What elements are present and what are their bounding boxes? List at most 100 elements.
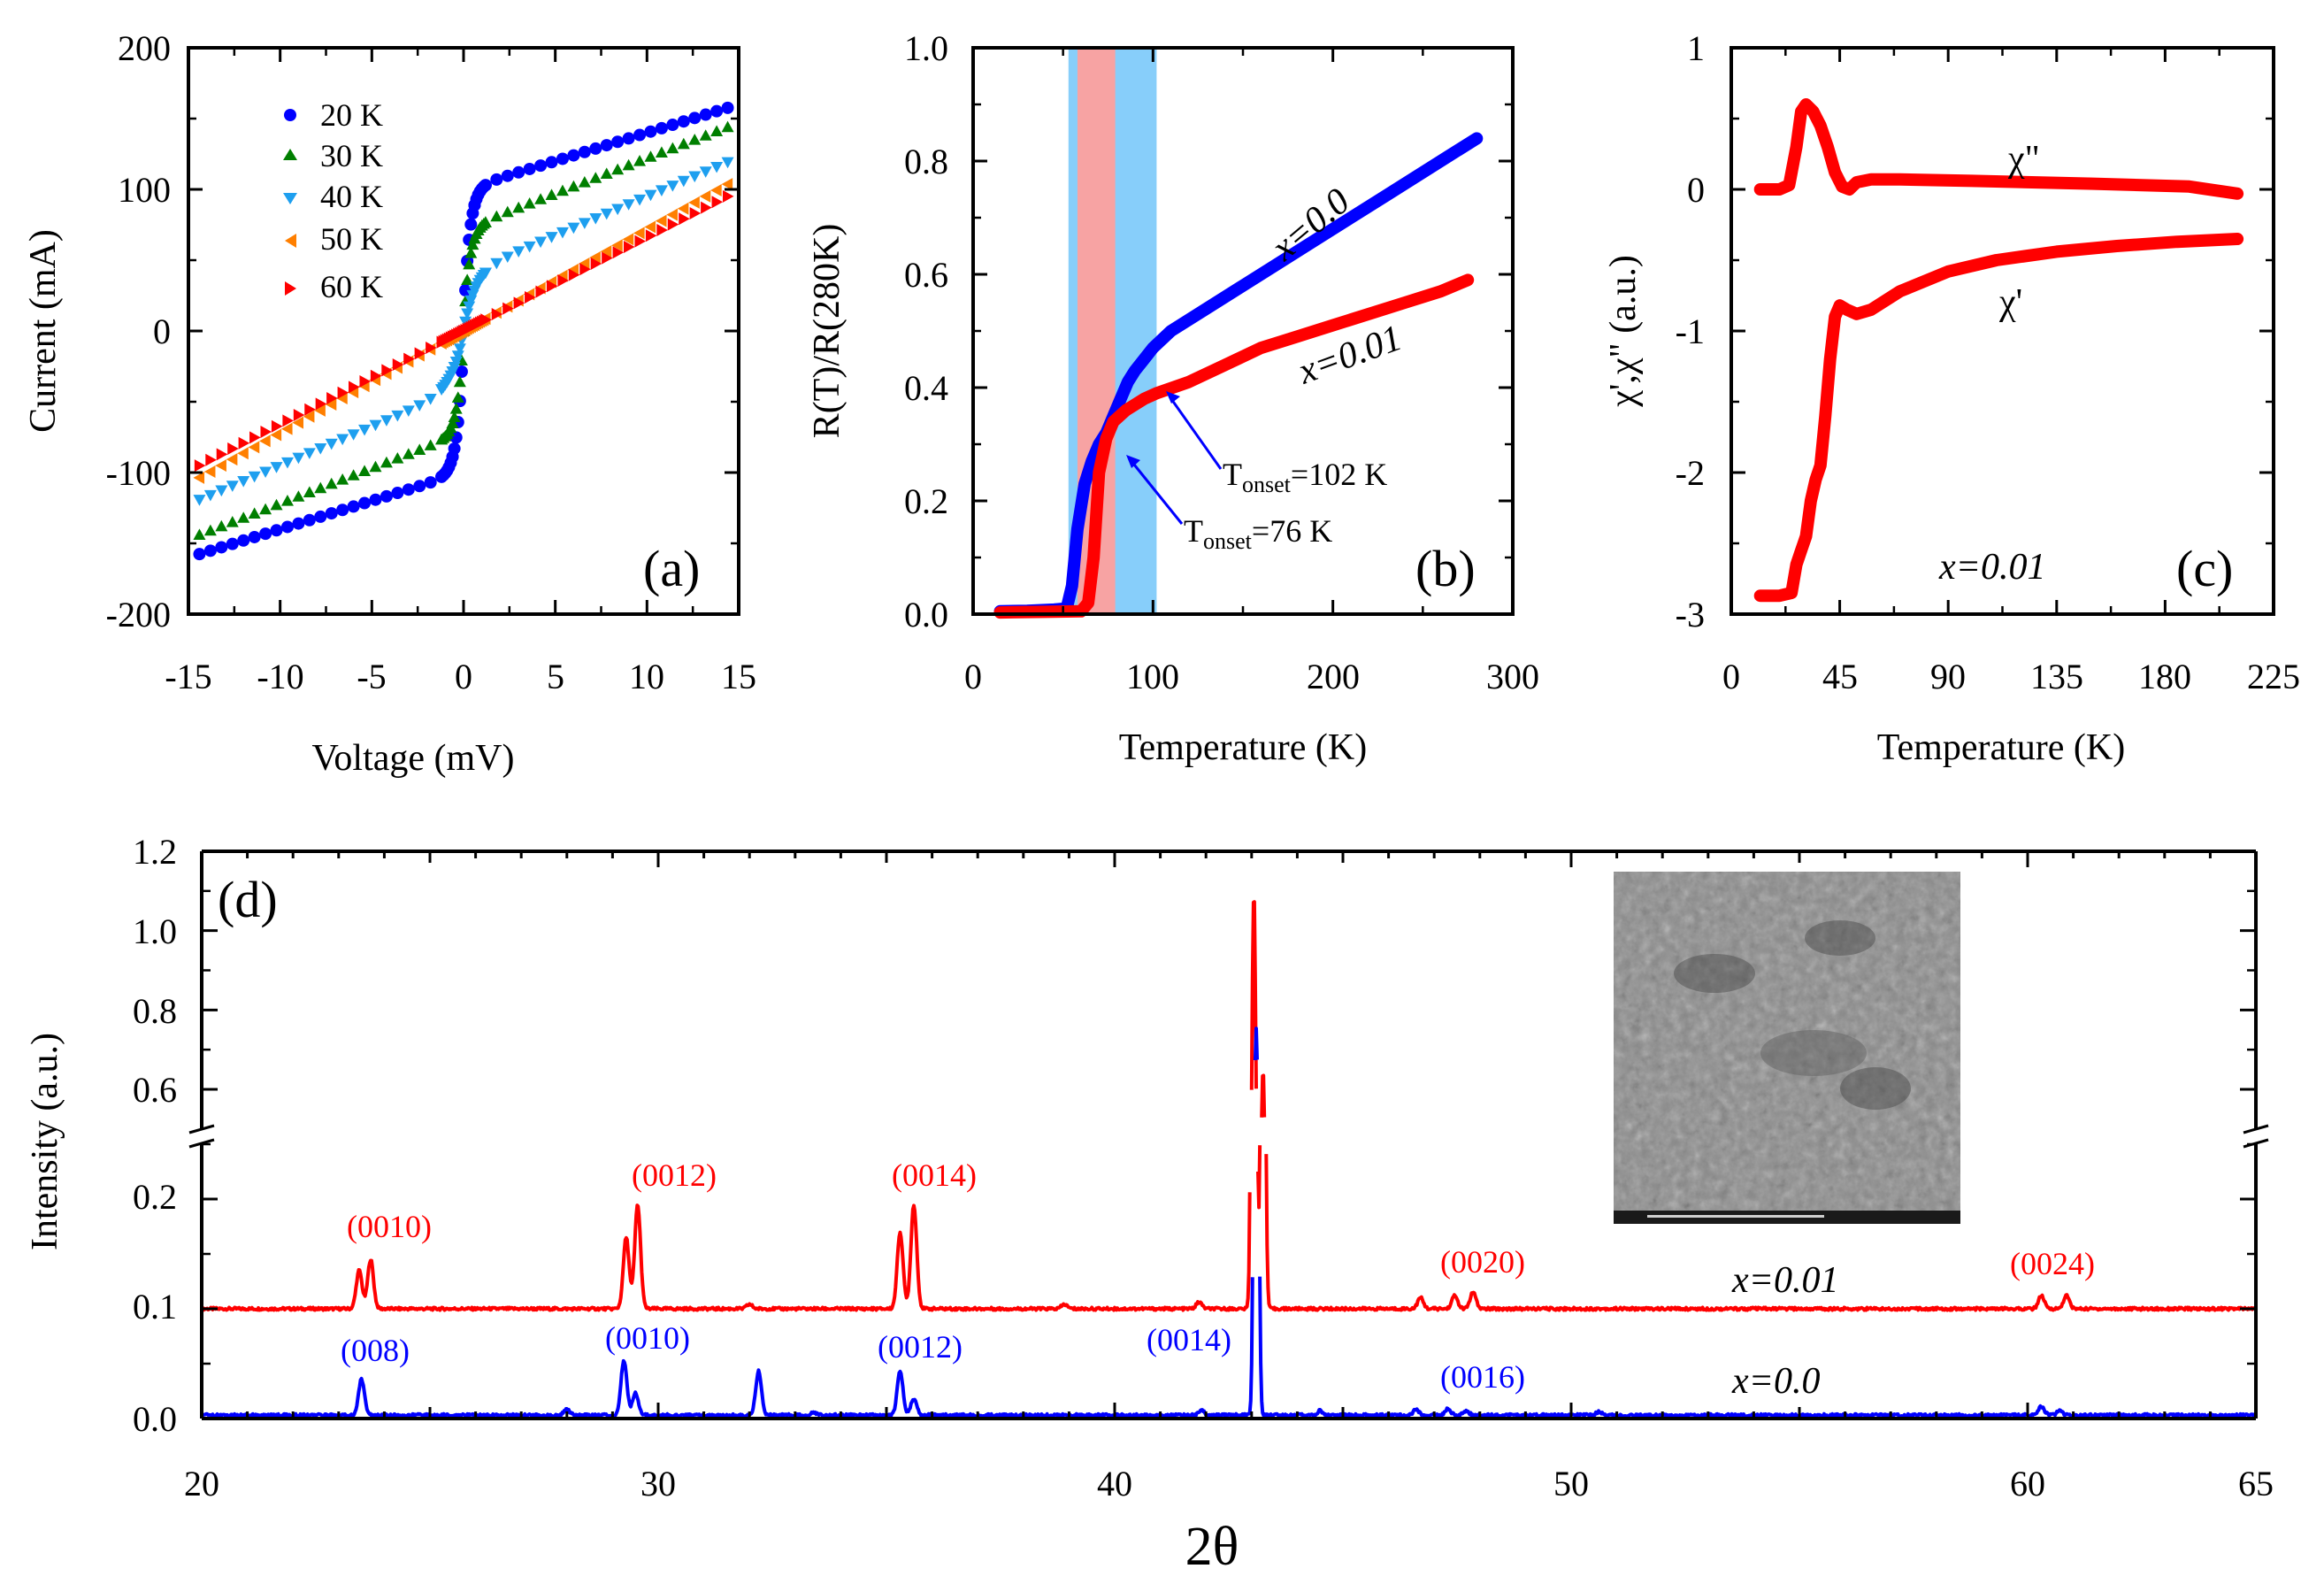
panel-a-x-tick-labels: -15 -10 -5 0 5 10 15 [165,657,756,696]
x-tick-label: 65 [2238,1464,2274,1503]
y-tick-label: 0.6 [133,1070,177,1110]
y-tick-label: 0.8 [904,142,948,181]
data-point [226,481,239,492]
data-point [325,438,338,450]
data-point [314,481,327,494]
x-tick-label: 45 [1822,657,1858,696]
panel-c-y-axis-label: χ',χ" (a.u.) [1603,255,1644,408]
data-point [280,422,293,435]
data-point [193,495,206,506]
data-point [611,239,623,252]
data-point [453,343,466,355]
data-point [699,166,712,178]
data-point [578,145,591,158]
panel-c: 0 45 90 135 180 225 1 0 -1 -2 -3 Tempera… [1603,28,2300,768]
data-point [455,365,468,378]
data-point [634,235,647,248]
series-line [1753,233,2244,603]
data-point [699,189,711,203]
xrd-spectrum-line [1253,1027,1259,1061]
peak-label-red: (0020) [1440,1244,1525,1280]
data-point [557,273,569,287]
panel-a-label: (a) [643,540,700,597]
data-point [237,511,250,523]
data-point [448,442,461,455]
data-point [666,208,678,221]
y-tick-label: 100 [118,170,171,210]
data-point [644,150,657,162]
x-tick-label: 135 [2030,657,2083,696]
data-point [567,222,580,235]
legend-label: 30 K [320,138,383,173]
data-point [677,115,690,128]
tonset-102k-label: Tonset=102 K [1223,457,1387,497]
data-point [380,415,393,427]
data-point [721,178,733,191]
data-point [303,410,315,423]
data-point [479,216,492,227]
data-point [227,442,239,456]
panel-a-data [193,101,734,561]
panel-d-data [200,900,2258,1419]
peak-label-red: (0010) [347,1209,432,1244]
data-point [215,519,228,532]
data-point [215,459,226,473]
legend-marker-20k [284,109,296,121]
data-point [556,152,569,165]
data-point [699,108,712,121]
sem-dark-region [1760,1030,1867,1076]
x-tick-label: 40 [1097,1464,1132,1503]
data-point [237,447,249,460]
data-point [426,342,437,355]
data-point [270,462,283,473]
peak-label-blue: (0012) [878,1329,963,1365]
legend-marker-40k [283,193,297,204]
y-tick-label: 0 [153,311,171,351]
x-tick-label: 0 [1722,657,1740,696]
data-point [193,471,205,484]
data-point [600,245,612,258]
data-point [270,428,282,442]
data-point [556,184,569,196]
y-tick-label: -1 [1676,311,1705,351]
data-point [303,448,316,459]
data-point [282,414,294,427]
data-point [424,439,437,450]
data-point [655,146,668,158]
x-tick-label: 200 [1307,657,1360,696]
data-point [600,167,613,179]
data-point [600,139,613,152]
data-point [347,429,360,441]
legend-marker-30k [283,149,297,160]
data-point [589,142,602,155]
data-point [490,173,503,186]
data-point [523,162,536,175]
arrow-76k [1129,459,1184,525]
data-point [655,121,668,135]
y-tick-label: 0.6 [904,255,948,295]
data-point [403,352,415,365]
peak-label-blue: (0016) [1440,1359,1525,1395]
data-point [611,135,625,149]
x-tick-label: 15 [721,657,756,696]
data-point [392,358,404,372]
data-point [622,158,635,171]
sem-dark-region [1805,920,1875,956]
data-point [349,381,360,394]
data-point [721,157,734,169]
data-point [270,524,283,537]
data-point [722,189,734,203]
data-point [358,424,372,436]
data-point [369,419,382,432]
data-point [402,483,415,496]
peak-label-red: (0012) [632,1157,717,1193]
data-point [248,471,261,483]
data-point [611,204,625,216]
peak-label-blue: (008) [341,1333,410,1368]
data-point [358,465,372,476]
data-point [215,485,228,497]
x-tick-label: 180 [2138,657,2191,696]
data-point [501,205,514,218]
y-tick-label: 1.0 [904,28,948,68]
data-point [491,307,503,320]
